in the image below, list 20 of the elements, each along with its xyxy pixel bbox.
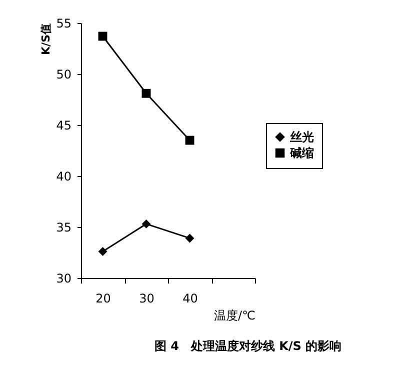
point xyxy=(185,234,194,243)
y-tick-label: 50 xyxy=(56,68,72,82)
x-tick-label: 20 xyxy=(96,292,111,306)
point xyxy=(98,247,108,256)
point xyxy=(185,136,194,145)
legend-label: 丝光 xyxy=(289,130,314,144)
point xyxy=(142,219,151,228)
legend-label: 碱缩 xyxy=(289,146,314,160)
y-tick-label: 45 xyxy=(56,118,72,132)
x-tick-label: 40 xyxy=(182,292,198,306)
point xyxy=(98,32,108,41)
y-tick-label: 40 xyxy=(56,170,72,184)
point xyxy=(142,88,151,98)
x-axis-title: 温度/℃ xyxy=(214,308,256,322)
y-axis-title: K/S值 xyxy=(40,24,52,55)
y-tick-label: 55 xyxy=(56,16,72,30)
caption: 图 4 处理温度对纱线 K/S 的影响 xyxy=(154,339,342,353)
y-tick-label: 35 xyxy=(56,220,72,234)
y-tick-label: 30 xyxy=(56,272,72,286)
x-tick-label: 30 xyxy=(139,292,154,306)
